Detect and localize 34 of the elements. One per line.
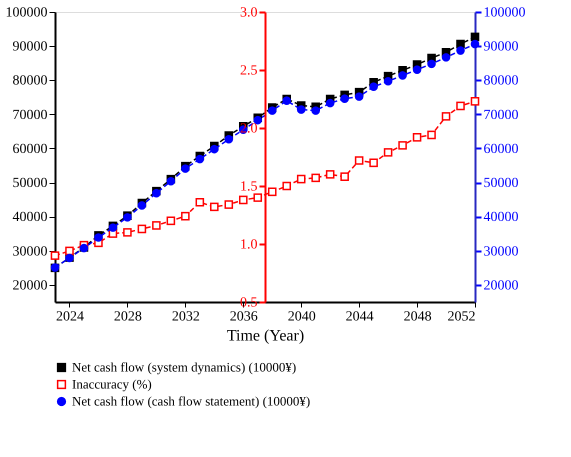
y-tick-label: 100000	[6, 6, 48, 20]
y-tick-label: 40000	[12, 210, 48, 226]
legend-label: Inaccuracy (%)	[72, 376, 152, 392]
y3-tick-label: 80000	[484, 74, 518, 89]
y2-tick-label: 1.0	[240, 238, 258, 252]
x-tick-label: 2040	[288, 310, 316, 324]
y3-tick-label: 50000	[484, 176, 518, 192]
y2-tick-label: 2.5	[240, 64, 258, 78]
y3-tick-label: 20000	[484, 278, 518, 294]
y3-tick-label: 100000	[484, 6, 526, 20]
x-tick-label: 2032	[172, 310, 200, 324]
legend-label: Net cash flow (system dynamics) (10000¥)	[72, 360, 296, 374]
y-tick-label: 20000	[12, 278, 48, 294]
y3-tick-label: 40000	[484, 210, 518, 226]
x-tick-label: 2028	[114, 310, 142, 324]
x-tick-label: 2024	[56, 310, 84, 324]
y-tick-label: 70000	[12, 108, 48, 123]
x-tick-label: 2044	[346, 310, 374, 324]
y2-tick-label: 3.0	[240, 6, 258, 20]
y-tick-label: 50000	[12, 176, 48, 192]
x-tick-label: 2052	[448, 310, 476, 324]
legend-label: Net cash flow (cash flow statement) (10000¥)	[72, 394, 310, 408]
y-tick-label: 90000	[12, 40, 48, 55]
y3-tick-label: 60000	[484, 142, 518, 157]
y3-tick-label: 30000	[484, 244, 518, 260]
x-tick-label: 2036	[230, 310, 258, 324]
y-tick-label: 80000	[12, 74, 48, 89]
y-tick-label: 60000	[12, 142, 48, 157]
y2-tick-label: 1.5	[240, 180, 258, 194]
y-tick-label: 30000	[12, 244, 48, 260]
x-tick-label: 2048	[404, 310, 432, 324]
x-axis-title: Time (Year)	[226, 328, 304, 344]
y3-tick-label: 70000	[484, 108, 518, 123]
y3-tick-label: 90000	[484, 40, 518, 55]
